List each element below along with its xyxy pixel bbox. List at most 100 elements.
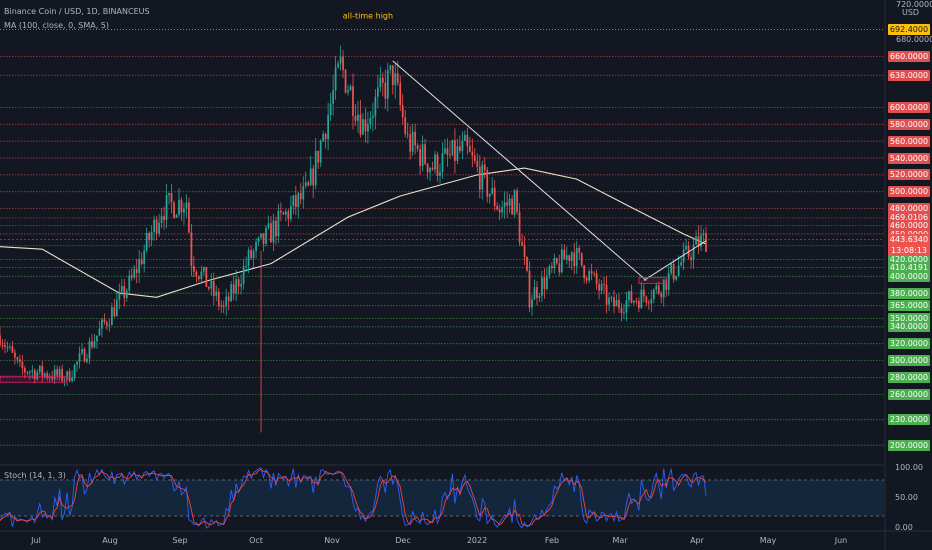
candle-body <box>384 82 387 99</box>
resistance-price-label: 500.0000 <box>888 186 930 198</box>
time-axis-tick: Jun <box>834 536 848 545</box>
resistance-price-label: 600.0000 <box>888 101 930 113</box>
candle-body <box>640 289 643 309</box>
candle-body <box>225 296 228 307</box>
candle-body <box>319 141 322 163</box>
candle-body <box>675 275 678 280</box>
candle-body <box>426 163 429 173</box>
time-axis-tick: 2022 <box>467 536 487 545</box>
candle-body <box>546 275 548 289</box>
candle-body <box>272 220 275 243</box>
ma-legend: MA (100, close, 0, SMA, 5) <box>4 21 110 30</box>
time-axis-tick: Aug <box>102 536 118 545</box>
candle-body <box>523 245 526 258</box>
candle-body <box>553 258 556 269</box>
stoch-legend: Stoch (14, 1, 3) <box>4 471 66 480</box>
candle-body <box>309 168 312 186</box>
candle-body <box>680 262 683 266</box>
candle-body <box>73 364 76 378</box>
candle-body <box>98 328 101 336</box>
support-price-label: 340.0000 <box>888 321 930 333</box>
candle-body <box>235 279 238 294</box>
candle-body <box>476 160 479 167</box>
candle-body <box>486 170 489 197</box>
candle-body <box>307 182 310 186</box>
support-price-label: 260.0000 <box>888 388 930 400</box>
stoch-k-line <box>0 467 707 529</box>
candle-body <box>560 249 563 273</box>
candle-body <box>461 140 464 152</box>
candle-body <box>212 280 215 296</box>
candle-body <box>240 283 243 287</box>
resistance-price-label: 460.0000 <box>888 220 930 232</box>
candle-body <box>376 87 379 97</box>
candle-body <box>88 341 91 359</box>
candle-body <box>115 299 118 317</box>
candle-body <box>605 284 608 305</box>
candle-body <box>446 148 449 155</box>
trend-lines-layer <box>392 60 707 281</box>
candle-body <box>565 255 568 260</box>
candle-body <box>304 182 307 187</box>
candle-body <box>633 300 635 303</box>
candle-body <box>302 186 305 200</box>
time-axis-tick: Nov <box>324 536 340 545</box>
candle-body <box>215 291 218 296</box>
candle-body <box>406 133 409 135</box>
candle-body <box>518 211 521 243</box>
candle-body <box>623 312 625 314</box>
candle-body <box>349 86 352 91</box>
candle-body <box>570 252 573 261</box>
candle-body <box>647 302 650 304</box>
candle-body <box>175 214 178 218</box>
support-price-label: 350.0000 <box>888 312 930 324</box>
candle-body <box>541 277 543 296</box>
candle-body <box>217 291 220 306</box>
candle-body <box>598 284 600 291</box>
candle-body <box>86 358 88 362</box>
candles-layer[interactable] <box>0 45 707 433</box>
candle-body <box>287 211 290 220</box>
candle-body <box>590 271 593 274</box>
time-axis-tick: Dec <box>395 536 410 545</box>
candle-body <box>23 368 26 373</box>
candle-body <box>483 164 486 171</box>
candle-body <box>506 202 508 206</box>
candle-body <box>454 140 456 161</box>
candle-body <box>555 258 558 264</box>
candle-body <box>103 319 106 323</box>
candle-body <box>14 352 16 358</box>
moving-average-layer <box>0 167 707 298</box>
candle-body <box>118 291 121 300</box>
candle-body <box>449 154 451 156</box>
candle-body <box>180 199 183 213</box>
candle-body <box>46 373 49 378</box>
time-axis-tick: Jul <box>30 536 41 545</box>
candle-body <box>342 56 344 70</box>
time-axis-tick: Mar <box>612 536 628 545</box>
candle-body <box>165 195 168 220</box>
candle-body <box>220 305 223 307</box>
currency-label: USD <box>902 8 920 17</box>
candle-body <box>391 65 394 86</box>
candle-body <box>101 319 103 329</box>
candle-body <box>411 131 414 152</box>
candle-body <box>396 73 399 83</box>
candle-body <box>702 233 705 236</box>
candle-body <box>692 244 695 261</box>
candle-body <box>250 250 252 258</box>
stochastic-pane[interactable] <box>0 464 884 529</box>
support-price-label: 300.0000 <box>888 355 930 367</box>
candle-body <box>369 117 372 125</box>
candle-body <box>91 341 93 348</box>
candle-body <box>613 297 615 307</box>
candle-body <box>270 223 272 243</box>
candle-body <box>285 211 287 215</box>
candle-body <box>334 67 337 91</box>
candle-body <box>381 77 384 83</box>
candle-body <box>96 335 98 342</box>
candle-body <box>43 373 46 376</box>
candle-body <box>11 346 14 353</box>
candle-body <box>163 216 165 220</box>
